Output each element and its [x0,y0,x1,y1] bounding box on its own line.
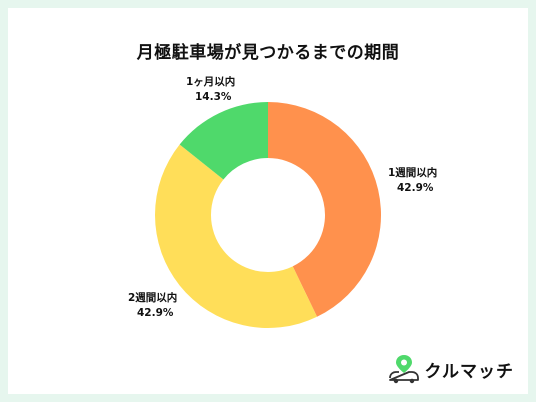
chart-title: 月極駐車場が見つかるまでの期間 [136,43,400,63]
slice-value-label: 42.9% [137,307,174,319]
slice-value-label: 14.3% [195,91,232,103]
logo-text: クルマッチ [424,361,514,382]
slice-category-label: 1週間以内 [388,166,437,179]
donut-slices [155,102,381,328]
slice-value-label: 42.9% [397,182,434,194]
donut-labels: 1週間以内 42.9% 2週間以内 42.9% 1ヶ月以内 14.3% [128,75,437,319]
brand-logo: クルマッチ [387,354,515,384]
slice-category-label: 2週間以内 [128,291,177,304]
donut-slice [155,144,318,328]
donut-slice [268,102,381,317]
chart-card: 月極駐車場が見つかるまでの期間 1週間以内 42.9% 2週間以内 42.9% 1ヶ月以… [8,8,528,394]
car-location-pin-icon [388,355,419,384]
donut-chart: 1週間以内 42.9% 2週間以内 42.9% 1ヶ月以内 14.3% [128,75,437,328]
slice-category-label: 1ヶ月以内 [186,75,235,88]
donut-slice [179,102,268,180]
